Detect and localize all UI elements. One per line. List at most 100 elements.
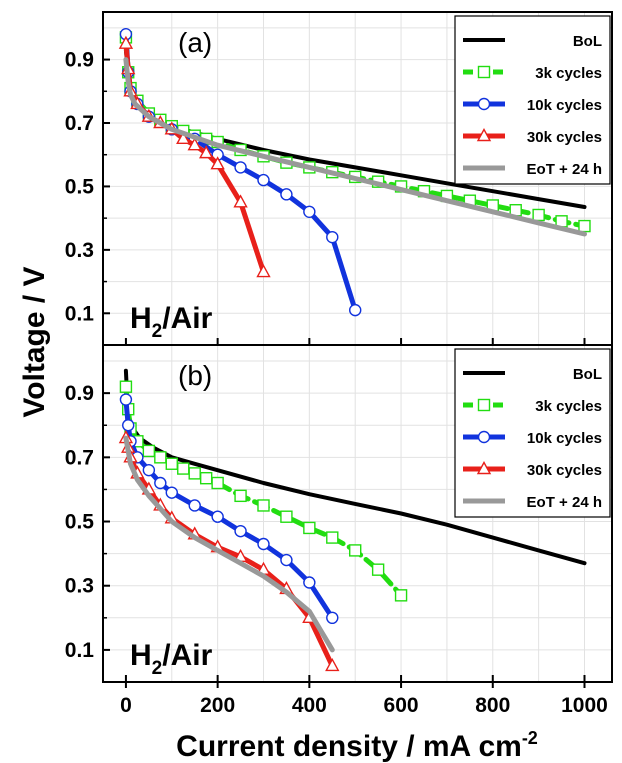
data-point-10k-cycles (349, 303, 362, 317)
data-point-3k-cycles (154, 451, 167, 464)
data-point-30k-cycles (233, 194, 248, 208)
data-point-3k-cycles (177, 462, 190, 475)
data-point-3k-cycles (532, 208, 545, 222)
data-point-3k-cycles (211, 476, 224, 490)
x-axis-title: Current density / mA cm-2 (176, 728, 538, 763)
x-tick-label: 1000 (561, 694, 608, 717)
data-point-30k-cycles (198, 145, 214, 159)
data-point-3k-cycles (303, 521, 316, 535)
x-tick-label: 600 (384, 694, 419, 717)
legend-label-3k-cycles: 3k cycles (535, 398, 602, 415)
data-point-10k-cycles (303, 205, 316, 219)
data-point-10k-cycles (234, 161, 247, 174)
series-line-eot-24-h (123, 435, 335, 653)
data-point-30k-cycles (187, 137, 202, 151)
x-tick-label: 400 (292, 694, 327, 717)
data-point-3k-cycles (142, 444, 156, 458)
legend: BoL 3k cycles 10k cycles 30k cycles EoT + 24… (454, 348, 611, 518)
data-point-3k-cycles (165, 457, 178, 470)
legend-label-eot-24-h: EoT + 24 h (527, 494, 602, 511)
y-tick-label: 0.7 (65, 112, 94, 135)
data-point-10k-cycles (326, 230, 339, 244)
legend-marker-3k-cycles (477, 398, 491, 412)
series-line-eot-24-h (123, 57, 587, 237)
data-point-3k-cycles (280, 510, 293, 523)
gas-annotation: H2/Air (130, 639, 213, 679)
legend-label-30k-cycles: 30k cycles (527, 462, 602, 479)
data-point-10k-cycles (280, 553, 293, 567)
legend-marker-30k-cycles (476, 128, 492, 142)
data-point-30k-cycles (325, 657, 340, 672)
data-point-3k-cycles (578, 219, 591, 233)
x-tick-label: 800 (475, 694, 510, 717)
annotation-subscript: 2 (152, 658, 163, 679)
x-tick-label: 200 (200, 694, 235, 717)
data-point-30k-cycles (118, 35, 134, 49)
legend-marker-10k-cycles (477, 97, 491, 111)
y-tick-label: 0.3 (65, 239, 94, 262)
y-tick-label: 0.1 (65, 302, 95, 325)
legend: BoL 3k cycles 10k cycles 30k cycles EoT + 24… (454, 15, 611, 185)
data-point-3k-cycles (257, 499, 270, 512)
legend-marker-10k-cycles (477, 430, 491, 444)
data-point-10k-cycles (257, 537, 270, 551)
legend-marker-30k-cycles (476, 461, 492, 475)
y-tick-label: 0.3 (65, 575, 94, 598)
data-point-10k-cycles (303, 576, 316, 589)
annotation-h: H (130, 639, 152, 672)
x-axis-title-main: Current density / mA cm (176, 730, 522, 763)
y-tick-label: 0.5 (65, 511, 95, 534)
data-point-3k-cycles (326, 531, 339, 544)
data-point-10k-cycles (119, 393, 133, 406)
panel-b: 0.9 0.7 0.5 0.3 0.1 (b) H2/Air BoL 3k cycles 10k … (65, 344, 613, 683)
data-point-3k-cycles (119, 380, 133, 393)
data-point-10k-cycles (165, 486, 178, 499)
panel-label: (b) (178, 360, 212, 391)
data-point-3k-cycles (394, 589, 408, 602)
y-tick-label: 0.9 (65, 49, 94, 72)
legend-label-10k-cycles: 10k cycles (527, 430, 602, 447)
data-point-30k-cycles (210, 156, 225, 170)
legend-label-10k-cycles: 10k cycles (527, 97, 602, 114)
panel-a: 0.9 0.7 0.5 0.3 0.1 (a) H2/Air BoL 3k cycles 10k … (65, 11, 613, 346)
plot-frame (102, 344, 613, 683)
data-point-10k-cycles (122, 419, 135, 432)
data-point-3k-cycles (234, 489, 247, 503)
x-tick-label: 0 (120, 694, 132, 717)
legend-label-bol: BoL (573, 366, 602, 383)
data-point-30k-cycles (176, 130, 191, 145)
legend-marker-3k-cycles (477, 65, 491, 79)
series-line-30k-cycles (123, 41, 266, 275)
data-point-3k-cycles (188, 467, 201, 480)
data-point-10k-cycles (257, 173, 270, 187)
legend-label-30k-cycles: 30k cycles (527, 129, 602, 146)
legend-label-eot-24-h: EoT + 24 h (527, 161, 602, 178)
annotation-rest: /Air (162, 302, 212, 335)
data-point-10k-cycles (154, 476, 167, 490)
data-point-10k-cycles (211, 510, 224, 523)
x-axis-title-superscript: -2 (522, 728, 538, 748)
data-point-10k-cycles (326, 611, 339, 625)
y-tick-label: 0.5 (65, 175, 95, 198)
data-point-10k-cycles (188, 499, 201, 512)
legend-label-3k-cycles: 3k cycles (535, 65, 602, 82)
data-point-10k-cycles (142, 463, 156, 477)
annotation-subscript: 2 (152, 321, 163, 342)
gas-annotation: H2/Air (130, 302, 213, 342)
y-tick-label: 0.7 (65, 446, 94, 469)
y-tick-label: 0.9 (65, 382, 94, 405)
series-group (118, 368, 587, 672)
data-point-3k-cycles (199, 471, 213, 485)
annotation-rest: /Air (162, 639, 212, 672)
data-point-10k-cycles (280, 188, 293, 201)
y-axis-title: Voltage / V (18, 266, 51, 417)
legend-label-bol: BoL (573, 33, 602, 50)
data-point-10k-cycles (234, 524, 247, 538)
x-axis-ticks: 0 200 400 600 800 1000 (120, 682, 608, 717)
data-point-3k-cycles (371, 563, 385, 576)
data-point-3k-cycles (349, 544, 362, 557)
series-group (118, 28, 591, 317)
annotation-h: H (130, 302, 152, 335)
data-point-30k-cycles (256, 264, 271, 278)
